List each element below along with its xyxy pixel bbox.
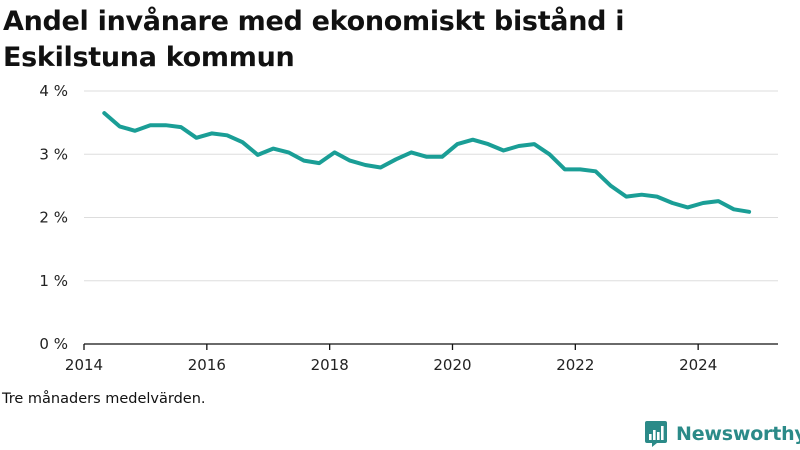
y-tick-label: 1 % xyxy=(39,272,68,290)
x-tick-label: 2014 xyxy=(65,356,103,374)
y-tick-label: 2 % xyxy=(39,209,68,227)
x-tick-labels: 2014 2016 2018 2020 2022 2024 xyxy=(65,356,717,374)
y-gridlines xyxy=(84,90,778,282)
x-tick-label: 2018 xyxy=(311,356,349,374)
series-line xyxy=(102,111,752,214)
y-tick-labels: 0 % 1 % 2 % 3 % 4 % xyxy=(39,82,68,353)
brand-name: Newsworthy xyxy=(676,423,800,445)
x-tick-label: 2024 xyxy=(679,356,717,374)
newsworthy-logo-icon xyxy=(645,421,667,447)
footnote: Tre månaders medelvärden. xyxy=(2,391,206,407)
x-ticks xyxy=(83,344,699,350)
x-tick-label: 2022 xyxy=(556,356,594,374)
x-tick-label: 2016 xyxy=(188,356,226,374)
chart-title: Andel invånare med ekonomiskt bistånd i … xyxy=(3,6,625,73)
brand-logo: Newsworthy xyxy=(644,420,800,448)
y-tick-label: 3 % xyxy=(39,145,68,163)
x-tick-label: 2020 xyxy=(433,356,471,374)
y-tick-label: 4 % xyxy=(39,82,68,100)
y-tick-label: 0 % xyxy=(39,335,68,353)
